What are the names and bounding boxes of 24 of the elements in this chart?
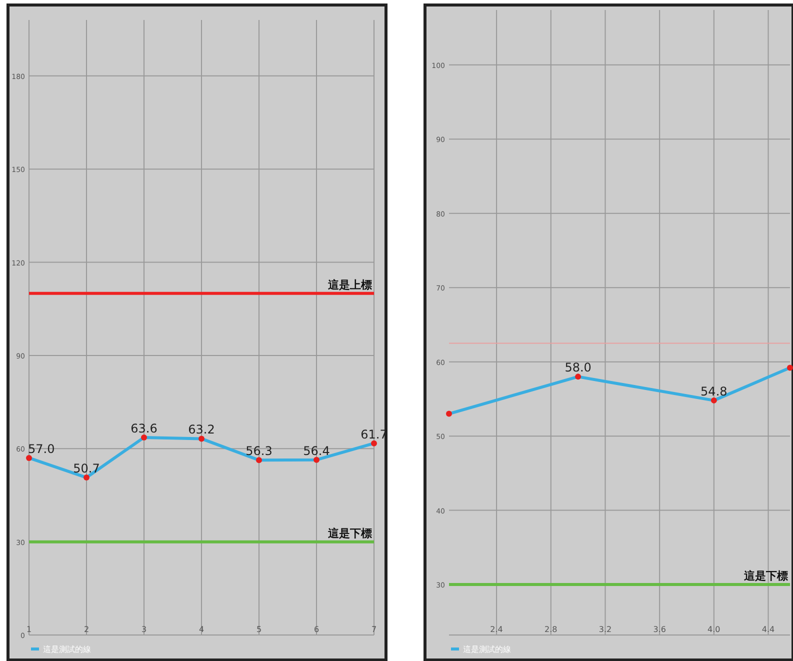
ref-line-label: 這是下標 bbox=[743, 570, 788, 583]
data-label: 63.2 bbox=[188, 422, 215, 437]
data-label: 58.0 bbox=[564, 360, 592, 375]
x-tick-label: 7 bbox=[371, 625, 377, 634]
x-tick-label: 1 bbox=[26, 625, 32, 634]
x-tick-label: 4.4 bbox=[762, 625, 775, 634]
data-label: 56.3 bbox=[246, 444, 272, 458]
ref-line-label: 這是下標 bbox=[327, 526, 372, 540]
data-label: 63.6 bbox=[130, 421, 158, 436]
ref-line-label: 這是上標 bbox=[327, 278, 372, 292]
x-tick-label: 2 bbox=[84, 625, 90, 634]
x-tick-label: 2.4 bbox=[490, 625, 503, 634]
x-tick-label: 2.8 bbox=[544, 625, 558, 634]
data-label: 54.8 bbox=[700, 384, 728, 398]
x-tick-label: 4 bbox=[198, 625, 204, 634]
data-label: 57.0 bbox=[28, 442, 55, 456]
x-tick-label: 6 bbox=[314, 625, 320, 634]
x-tick-label: 3.6 bbox=[653, 625, 666, 634]
x-tick-label: 3 bbox=[141, 625, 147, 634]
x-tick-label: 4.0 bbox=[708, 625, 720, 634]
x-tick-label: 5 bbox=[256, 625, 262, 634]
x-tick-label: 3.2 bbox=[598, 625, 612, 634]
data-label: 56.4 bbox=[303, 444, 330, 458]
data-label: 50.7 bbox=[73, 462, 100, 476]
